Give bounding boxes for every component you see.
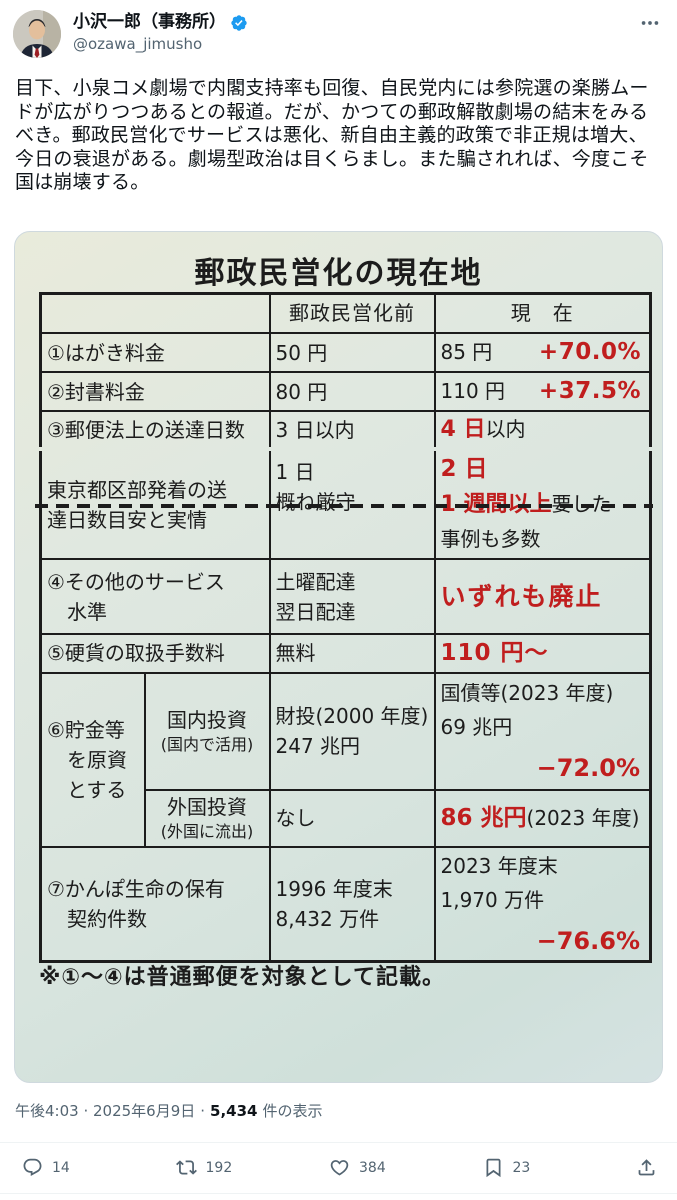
tweet-header: 小沢一郎（事務所） @ozawa_jimusho <box>0 0 677 58</box>
meta-separator: · <box>200 1101 206 1120</box>
table-row: ⑦かんぽ生命の保有 契約件数 1996 年度末 8,432 万件 2023 年度… <box>39 845 652 962</box>
cell-blank <box>39 292 271 334</box>
user-handle: @ozawa_jimusho <box>73 35 203 53</box>
cell-sub-label: 外国投資 (外国に流出) <box>143 788 271 848</box>
reply-button[interactable]: 14 <box>22 1157 176 1178</box>
cell-now: 2023 年度末 1,970 万件 −76.6% <box>433 845 652 962</box>
cell-now: 85 円 +70.0% <box>433 332 652 373</box>
table-row: ①はがき料金 50 円 85 円 +70.0% <box>39 332 652 373</box>
table-row-header: 郵政民営化前 現 在 <box>39 292 652 334</box>
repost-button[interactable]: 192 <box>175 1157 330 1178</box>
bookmark-icon <box>483 1157 504 1178</box>
views-label: 件の表示 <box>262 1101 323 1120</box>
bottom-divider <box>0 1192 677 1194</box>
cell-label: ⑦かんぽ生命の保有 契約件数 <box>39 845 271 962</box>
table-row: 東京都区部発着の送 達日数目安と実情 1 日 概ね厳守 2 日 1 週間以上要し… <box>39 448 652 560</box>
cell-header-now: 現 在 <box>433 292 652 334</box>
cell-label: ④その他のサービス 水準 <box>39 558 271 635</box>
more-icon <box>641 21 659 25</box>
avatar[interactable] <box>13 10 61 58</box>
cell-now: いずれも廃止 <box>433 558 652 635</box>
image-footnote: ※①～④は普通郵便を対象として記載。 <box>39 964 445 990</box>
repost-icon <box>175 1157 197 1178</box>
action-bar: 14 192 384 23 <box>0 1143 677 1193</box>
cell-before: 1996 年度末 8,432 万件 <box>268 845 436 962</box>
table-row: ⑥貯金等 を原資 とする 国内投資 (国内で活用) 財投(2000 年度) 247… <box>39 671 652 848</box>
user-names: 小沢一郎（事務所） @ozawa_jimusho <box>73 10 248 54</box>
share-icon <box>636 1157 657 1178</box>
bookmark-count: 23 <box>512 1159 531 1176</box>
cell-sub-label: 国内投資 (国内で活用) <box>143 671 271 791</box>
more-button[interactable] <box>639 12 661 34</box>
tweet-text: 目下、小泉コメ劇場で内閣支持率も回復、自民党内には参院選の楽勝ムードが広がりつつ… <box>15 77 649 193</box>
cell-before: 80 円 <box>268 371 436 412</box>
table-row: ⑤硬貨の取扱手数料 無料 110 円～ <box>39 633 652 674</box>
repost-count: 192 <box>205 1159 233 1176</box>
cell-before: 50 円 <box>268 332 436 373</box>
cell-before: 土曜配達 翌日配達 <box>268 558 436 635</box>
verified-badge-icon <box>230 14 248 32</box>
cell-now: 国債等(2023 年度) 69 兆円 −72.0% <box>433 671 652 791</box>
share-button[interactable] <box>636 1157 657 1178</box>
divider <box>0 1141 677 1143</box>
table-row: ③郵便法上の送達日数 3 日以内 4 日以内 <box>39 410 652 449</box>
image-table-title: 郵政民営化の現在地 <box>194 255 483 291</box>
postal-privatization-table: 郵政民営化前 現 在 ①はがき料金 50 円 85 円 +70.0% ②封書料金 … <box>39 291 652 963</box>
table-row: ④その他のサービス 水準 土曜配達 翌日配達 いずれも廃止 <box>39 558 652 635</box>
like-button[interactable]: 384 <box>329 1157 483 1178</box>
bookmark-button[interactable]: 23 <box>483 1157 637 1178</box>
cell-group-label: ⑥貯金等 を原資 とする <box>39 671 146 848</box>
table-row: 外国投資 (外国に流出) なし 86 兆円(2023 年度) <box>41 788 652 848</box>
tweet-meta: 午後4:03 · 2025年6月9日 · 5,434 件の表示 <box>15 1100 662 1121</box>
reply-icon <box>22 1157 43 1178</box>
dashed-divider <box>35 503 653 508</box>
avatar-image <box>13 10 61 58</box>
cell-now: 86 兆円(2023 年度) <box>433 788 652 848</box>
display-name[interactable]: 小沢一郎（事務所） <box>73 12 226 32</box>
cell-now: 4 日以内 <box>433 410 652 449</box>
cell-before: 3 日以内 <box>268 410 436 449</box>
like-icon <box>329 1157 350 1178</box>
cell-label: ①はがき料金 <box>39 332 271 373</box>
like-count: 384 <box>359 1159 386 1176</box>
reply-count: 14 <box>52 1159 70 1176</box>
views-count: 5,434 <box>210 1101 258 1120</box>
cell-now: 110 円～ <box>433 633 652 674</box>
cell-before: なし <box>268 788 436 848</box>
cell-before: 無料 <box>268 633 436 674</box>
cell-now: 110 円 +37.5% <box>433 371 652 412</box>
cell-label: ⑤硬貨の取扱手数料 <box>39 633 271 674</box>
tweet-image[interactable]: 郵政民営化の現在地 郵政民営化前 現 在 ①はがき料金 50 円 85 円 +70… <box>14 230 663 1083</box>
cell-header-before: 郵政民営化前 <box>268 292 436 334</box>
timestamp[interactable]: 午後4:03 · 2025年6月9日 <box>15 1101 196 1120</box>
cell-label: ②封書料金 <box>39 371 271 412</box>
cell-label: ③郵便法上の送達日数 <box>39 410 271 449</box>
cell-before: 財投(2000 年度) 247 兆円 <box>268 671 436 791</box>
table-row: ②封書料金 80 円 110 円 +37.5% <box>39 371 652 412</box>
